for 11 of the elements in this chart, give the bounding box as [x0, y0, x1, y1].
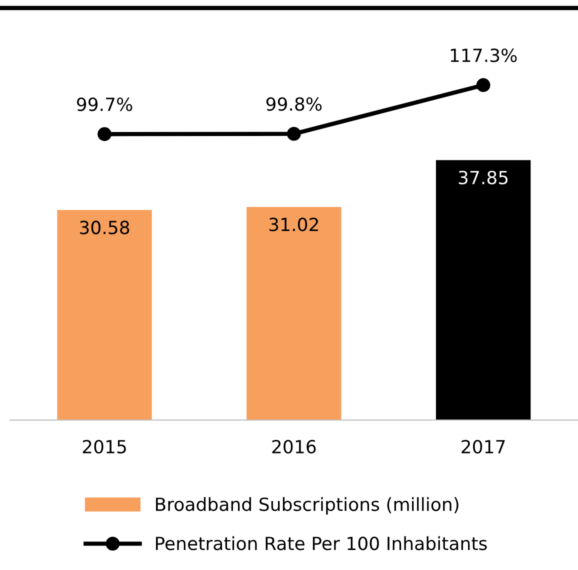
data-label: 117.3% — [450, 48, 517, 62]
x-tick-label: 2017 — [462, 440, 505, 454]
data-label: 37.85 — [458, 170, 508, 184]
data-label: 30.58 — [80, 220, 130, 234]
data-label: 99.7% — [76, 98, 132, 112]
legend-label: Broadband Subscriptions (million) — [156, 497, 458, 515]
x-tick-label: 2015 — [82, 440, 126, 454]
data-label: 31.02 — [269, 218, 318, 232]
legend-label: Penetration Rate Per 100 Inhabitants — [156, 536, 487, 550]
data-label: 99.8% — [266, 97, 322, 111]
x-tick-label: 2016 — [272, 440, 316, 454]
